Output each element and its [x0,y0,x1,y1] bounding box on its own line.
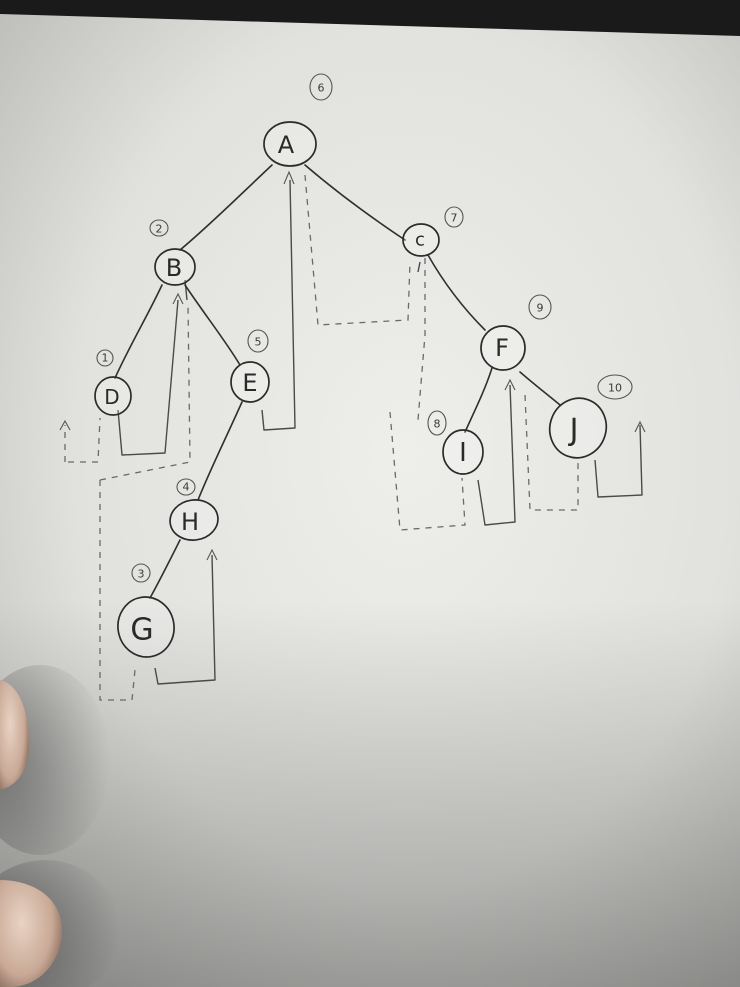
order-annotation-g: 3 [131,563,151,583]
node-f-label: F [495,334,509,362]
node-e: E [230,361,270,403]
node-e-label: E [242,369,257,397]
node-j-label: J [568,413,579,448]
order-j: 10 [608,382,622,395]
order-annotation-h: 4 [176,478,196,496]
node-g: G [117,596,175,658]
edge-a-b [179,164,273,251]
edge-b-e [184,284,241,366]
order-e: 5 [255,336,262,349]
order-a: 6 [318,82,325,95]
order-annotation-i: 8 [427,410,447,436]
node-h-label: H [181,508,199,536]
node-h: H [169,499,219,541]
node-c-label: c [415,230,425,251]
tree-edges [114,164,561,599]
node-i-label: I [459,438,467,468]
node-j: J [548,397,608,459]
order-g: 3 [138,568,145,581]
node-f: F [480,325,526,371]
edge-e-h [197,401,243,501]
edge-a-c [304,164,406,241]
order-annotation-c: 7 [444,206,464,228]
node-c: c [402,223,440,257]
order-d: 1 [102,352,109,365]
order-f: 9 [537,302,544,315]
node-b-label: B [166,254,182,282]
order-c: 7 [451,212,458,225]
order-annotation-b: 2 [149,219,169,237]
edge-h-g [149,539,181,599]
node-i: I [442,429,484,475]
finger-top [0,680,30,790]
order-annotation-f: 9 [528,294,552,320]
order-annotation-j: 10 [597,374,633,400]
node-a-label: A [278,131,295,159]
edge-c-f [427,254,486,331]
paper-shadow [0,600,740,987]
edge-b-d [114,284,163,379]
order-b: 2 [156,223,163,236]
node-b: B [154,248,196,286]
edge-f-i [464,367,493,433]
order-i: 8 [434,418,441,431]
node-g-label: G [130,613,153,648]
dashed-traces [59,174,579,701]
order-annotation-a: 6 [309,73,333,101]
finger-shadow-top [0,665,110,855]
node-d-label: D [104,385,119,409]
node-d: D [94,376,132,416]
finger-bottom [0,880,63,987]
order-h: 4 [183,481,190,494]
node-a: A [263,121,317,167]
order-annotation-d: 1 [96,349,114,367]
order-annotation-e: 5 [247,329,269,353]
edge-f-j [519,371,561,406]
